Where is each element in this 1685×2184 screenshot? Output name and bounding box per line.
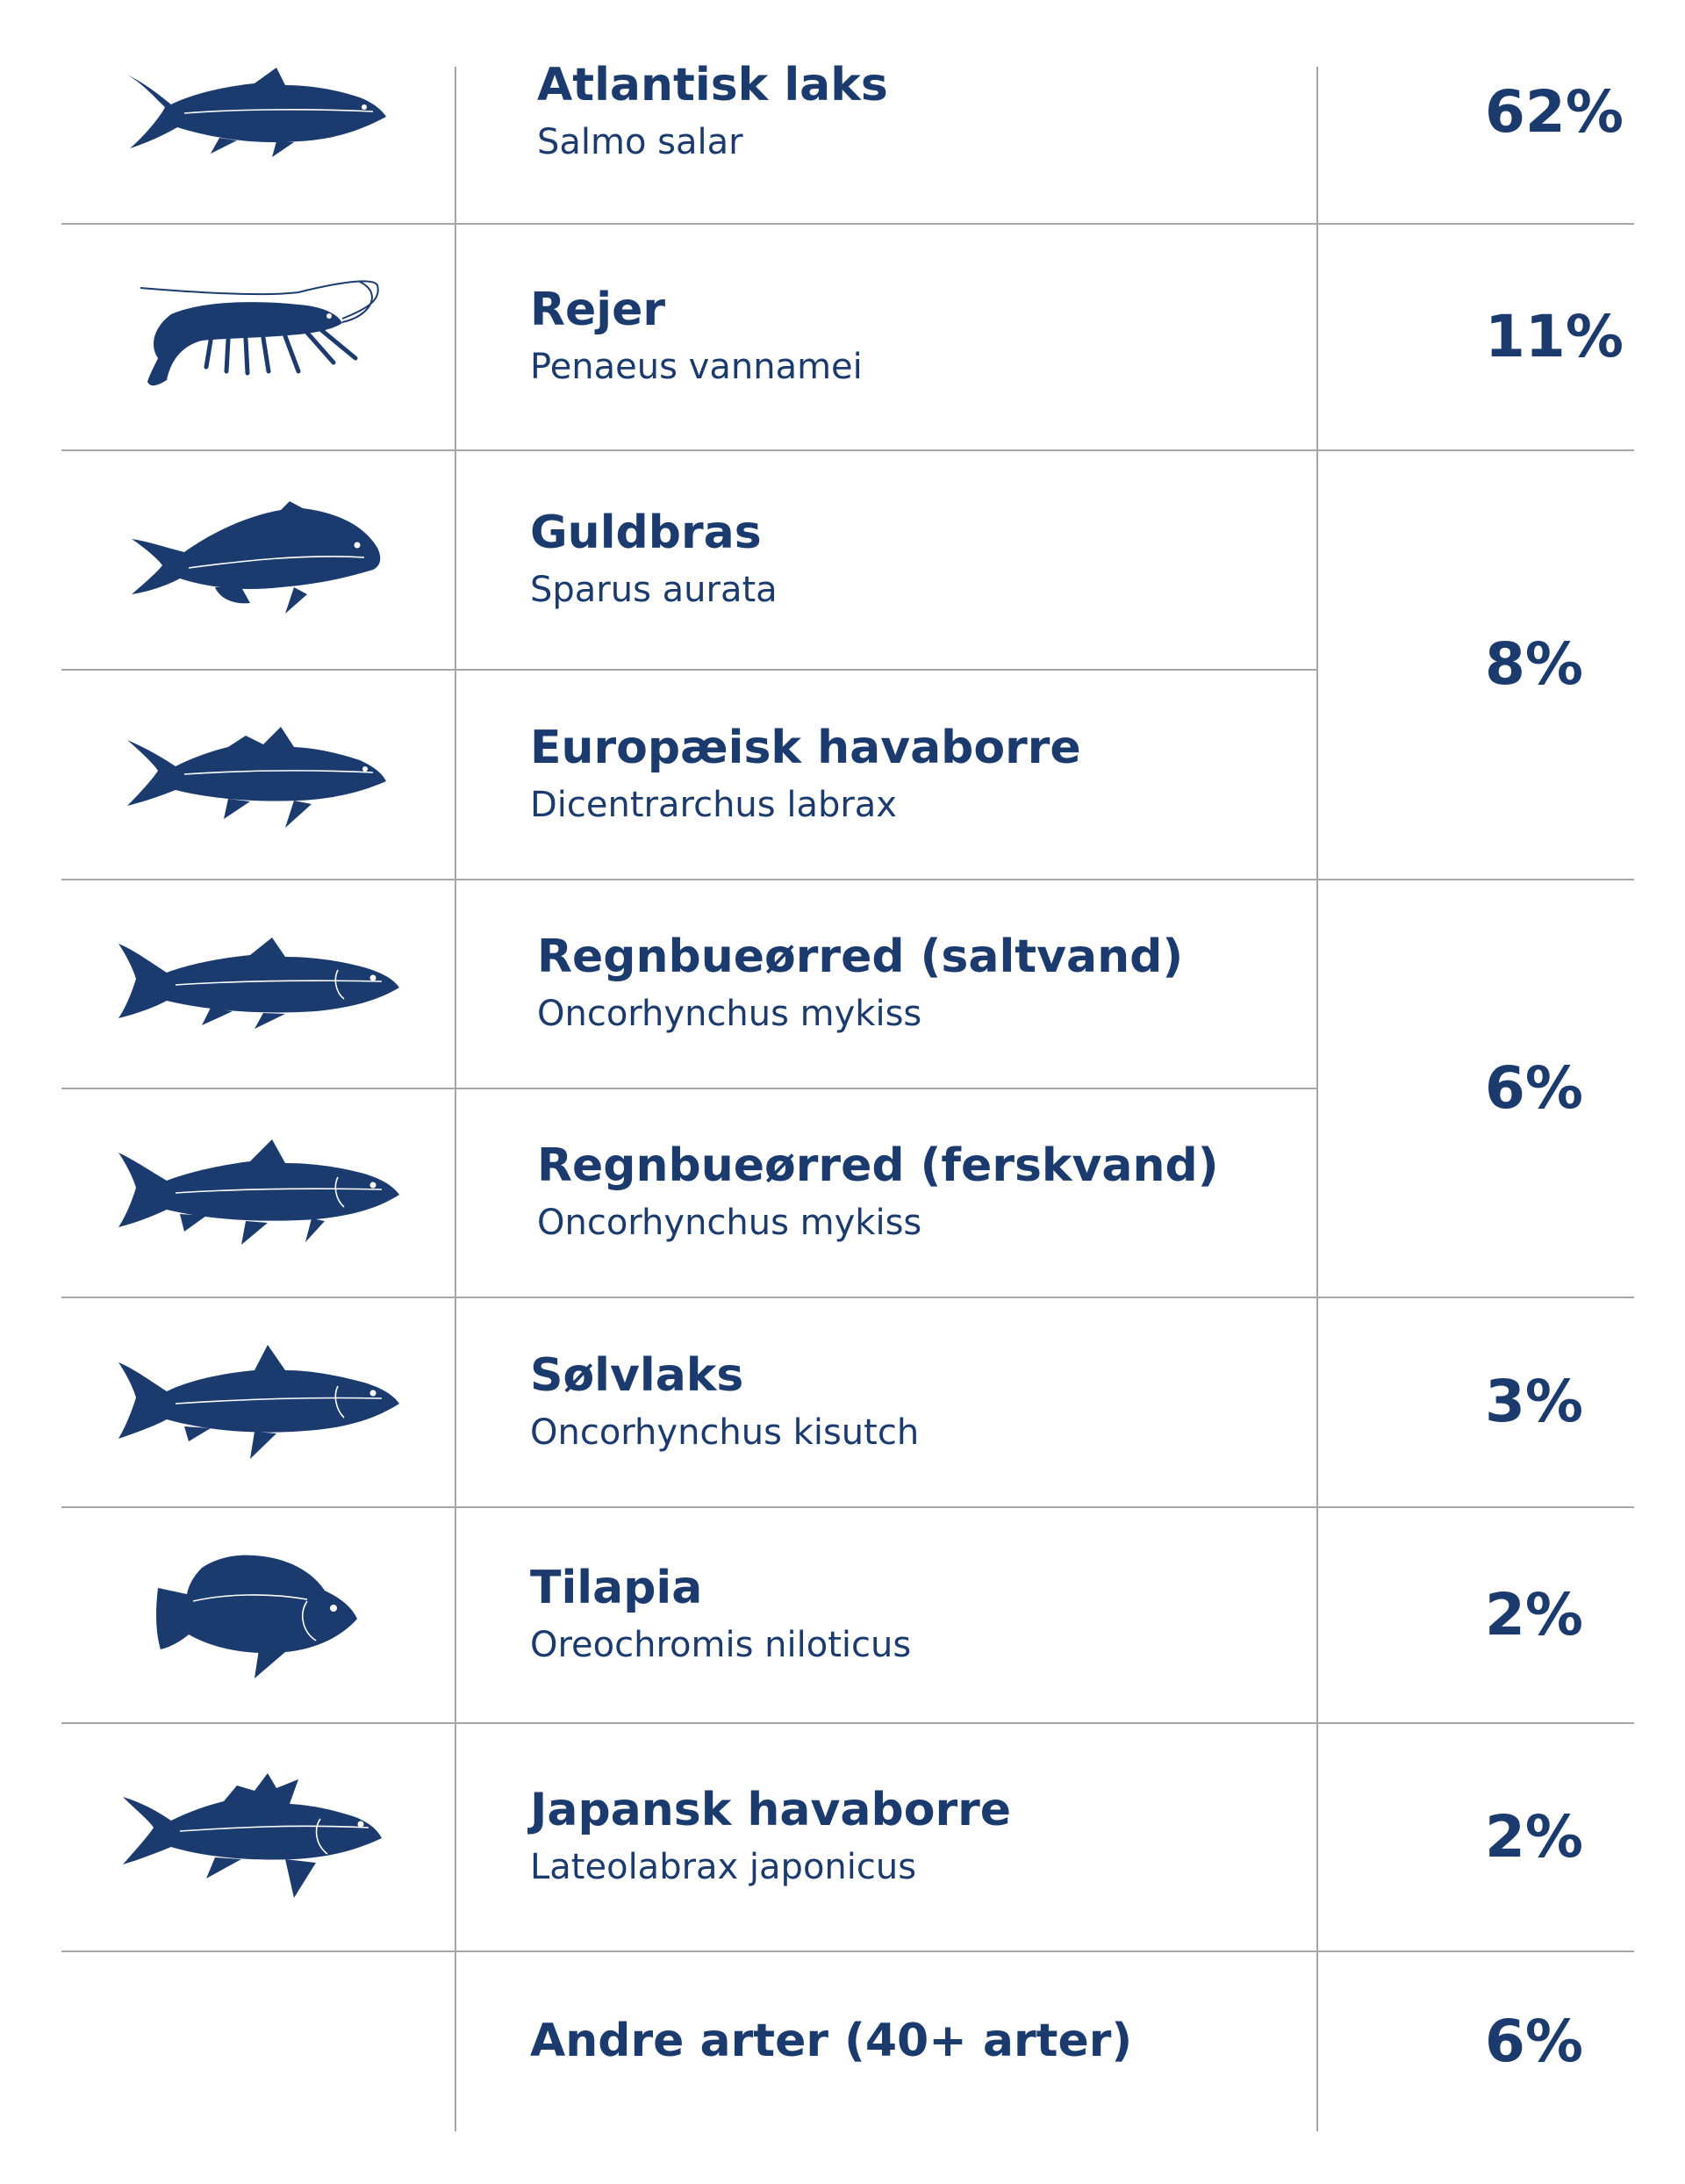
row-divider	[61, 1951, 1634, 1952]
common-name: Regnbueørred (ferskvand)	[537, 1139, 1219, 1192]
share-cell: 6%	[1318, 879, 1685, 1297]
species-icon-cell	[61, 879, 456, 1088]
common-name: Japansk havaborre	[530, 1784, 1012, 1836]
share-percentage: 3%	[1485, 1368, 1584, 1435]
row-divider	[61, 223, 1634, 225]
common-name: Europæisk havaborre	[530, 721, 1081, 774]
column-divider	[1316, 67, 1318, 2131]
row-divider	[61, 449, 1634, 451]
species-name-cell: Japansk havaborre Lateolabrax japonicus	[456, 1722, 1390, 1951]
latin-name: Dicentrarchus labrax	[530, 784, 897, 825]
row-divider	[61, 1297, 1634, 1298]
species-name-cell: Europæisk havaborre Dicentrarchus labrax	[456, 669, 1390, 879]
species-icon-cell	[61, 672, 456, 879]
species-share-table: Atlantisk laks Salmo salar Rejer Penaeus…	[61, 0, 1634, 2184]
sea-bream-icon	[132, 500, 381, 614]
rainbow-trout-icon	[118, 1139, 399, 1245]
common-name: Guldbras	[530, 506, 762, 559]
species-name-cell: Guldbras Sparus aurata	[456, 449, 1390, 669]
species-icon-cell	[61, 449, 456, 672]
species-name-cell: Atlantisk laks Salmo salar	[456, 0, 1397, 253]
species-icon-cell	[61, 223, 456, 449]
tilapia-icon	[156, 1555, 357, 1678]
share-cell: 11%	[1318, 223, 1685, 449]
species-name-cell: Regnbueørred (ferskvand) Oncorhynchus my…	[456, 1088, 1397, 1297]
species-name-cell: Sølvlaks Oncorhynchus kisutch	[456, 1297, 1390, 1506]
row-divider	[61, 669, 1316, 671]
species-name-cell: Rejer Penaeus vannamei	[456, 223, 1390, 449]
share-cell: 8%	[1318, 449, 1685, 879]
species-name-cell: Regnbueørred (saltvand) Oncorhynchus myk…	[456, 879, 1397, 1088]
salmon-icon	[127, 68, 386, 157]
share-cell: 6%	[1318, 1951, 1685, 2140]
common-name: Regnbueørred (saltvand)	[537, 930, 1184, 983]
share-percentage: 62%	[1485, 77, 1624, 146]
latin-name: Penaeus vannamei	[530, 347, 863, 387]
species-icon-cell	[61, 0, 456, 223]
species-icon-cell	[61, 1088, 456, 1297]
species-icon-cell	[61, 1722, 456, 1951]
species-name-cell: Tilapia Oreochromis niloticus	[456, 1506, 1390, 1722]
share-cell: 2%	[1318, 1722, 1685, 1951]
species-icon-cell	[61, 1506, 456, 1722]
latin-name: Oreochromis niloticus	[530, 1625, 912, 1665]
common-name: Tilapia	[530, 1562, 703, 1614]
column-divider	[455, 67, 456, 2131]
japanese-sea-bass-icon	[123, 1773, 382, 1898]
shrimp-icon	[140, 280, 379, 386]
share-cell: 2%	[1318, 1506, 1685, 1722]
common-name: Sølvlaks	[530, 1348, 744, 1402]
species-icon-cell	[61, 1297, 456, 1506]
share-percentage: 2%	[1485, 1802, 1584, 1871]
common-name: Rejer	[530, 284, 666, 336]
latin-name: Salmo salar	[537, 122, 743, 162]
share-percentage: 2%	[1485, 1580, 1584, 1649]
rainbow-trout-icon	[118, 938, 399, 1029]
share-percentage: 8%	[1485, 630, 1584, 698]
coho-salmon-icon	[118, 1344, 399, 1459]
share-cell: 3%	[1318, 1297, 1685, 1506]
latin-name: Oncorhynchus mykiss	[537, 994, 922, 1034]
row-divider	[61, 1506, 1634, 1508]
latin-name: Sparus aurata	[530, 570, 778, 610]
common-name: Andre arter (40+ arter)	[530, 2015, 1133, 2067]
sea-bass-icon	[127, 727, 386, 828]
common-name: Atlantisk laks	[537, 59, 888, 111]
latin-name: Oncorhynchus mykiss	[537, 1203, 922, 1243]
latin-name: Oncorhynchus kisutch	[530, 1412, 920, 1453]
latin-name: Lateolabrax japonicus	[530, 1847, 917, 1887]
share-percentage: 11%	[1485, 302, 1624, 370]
share-percentage: 6%	[1485, 1053, 1584, 1122]
share-cell: 62%	[1318, 0, 1685, 223]
share-percentage: 6%	[1485, 2007, 1584, 2075]
row-divider	[61, 879, 1634, 880]
species-name-cell: Andre arter (40+ arter)	[456, 1951, 1390, 2152]
row-divider	[61, 1722, 1634, 1724]
row-divider	[61, 1088, 1316, 1089]
